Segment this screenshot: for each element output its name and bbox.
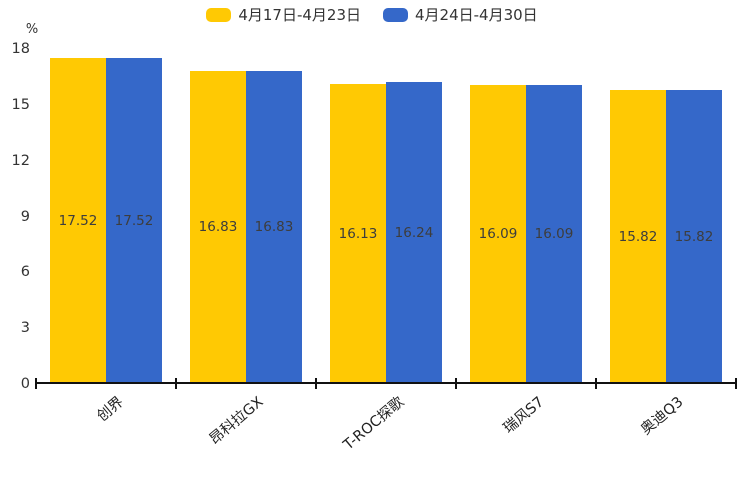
bar-4月24日-4月30日-瑞风S7 [526,84,582,384]
bar-4月17日-4月23日-昂科拉GX [190,70,246,384]
x-axis-line [36,382,736,384]
y-tick-label: 6 [20,264,30,281]
bar-4月24日-4月30日-奥迪Q3 [666,89,722,384]
y-tick-label: 15 [11,97,30,113]
bar-4月17日-4月23日-创界 [50,58,106,384]
bar-4月17日-4月23日-T-ROC探歌 [330,83,386,384]
bar-value-label: 17.52 [114,213,154,230]
bar-value-label: 16.09 [478,226,518,243]
y-tick-label: 12 [11,152,30,169]
x-category-label: 瑞风S7 [500,394,547,437]
bar-value-label: 16.83 [254,219,294,236]
legend: 4月17日-4月23日 4月24日-4月30日 [0,6,744,24]
legend-item-series-0[interactable]: 4月17日-4月23日 [206,6,361,24]
x-axis-tick-mark [595,378,597,389]
x-category-label: T-ROC探歌 [340,394,407,454]
legend-item-series-1[interactable]: 4月24日-4月30日 [383,6,538,24]
x-axis-tick-mark [35,378,37,389]
x-axis-tick-mark [455,378,457,389]
x-axis-tick-mark [315,378,317,389]
bar-value-label: 16.24 [394,224,434,241]
legend-swatch-icon [206,8,232,22]
y-tick-label: 0 [20,376,30,392]
bar-value-label: 17.52 [58,213,98,230]
bar-4月24日-4月30日-昂科拉GX [246,70,302,384]
x-category-label: 创界 [94,394,127,425]
y-axis-unit-label: % [25,22,39,37]
bar-4月17日-4月23日-奥迪Q3 [610,89,666,384]
y-tick-label: 18 [11,41,30,58]
legend-item-label: 4月17日-4月23日 [238,6,361,24]
bar-4月24日-4月30日-创界 [106,58,162,384]
bar-value-label: 15.82 [618,228,658,245]
y-tick-label: 3 [20,320,30,337]
bar-value-label: 16.13 [338,225,378,242]
legend-item-label: 4月24日-4月30日 [415,6,538,24]
legend-swatch-icon [383,8,408,22]
x-axis-tick-mark [735,378,737,389]
bar-4月17日-4月23日-瑞风S7 [470,84,526,384]
x-category-label: 奥迪Q3 [638,394,687,439]
bar-4月24日-4月30日-T-ROC探歌 [386,81,442,384]
bar-value-label: 15.82 [674,228,714,245]
bar-value-label: 16.83 [198,219,238,236]
bar-value-label: 16.09 [534,226,574,243]
x-axis-tick-mark [175,378,177,389]
x-category-label: 昂科拉GX [207,394,267,448]
y-tick-label: 9 [20,208,30,225]
